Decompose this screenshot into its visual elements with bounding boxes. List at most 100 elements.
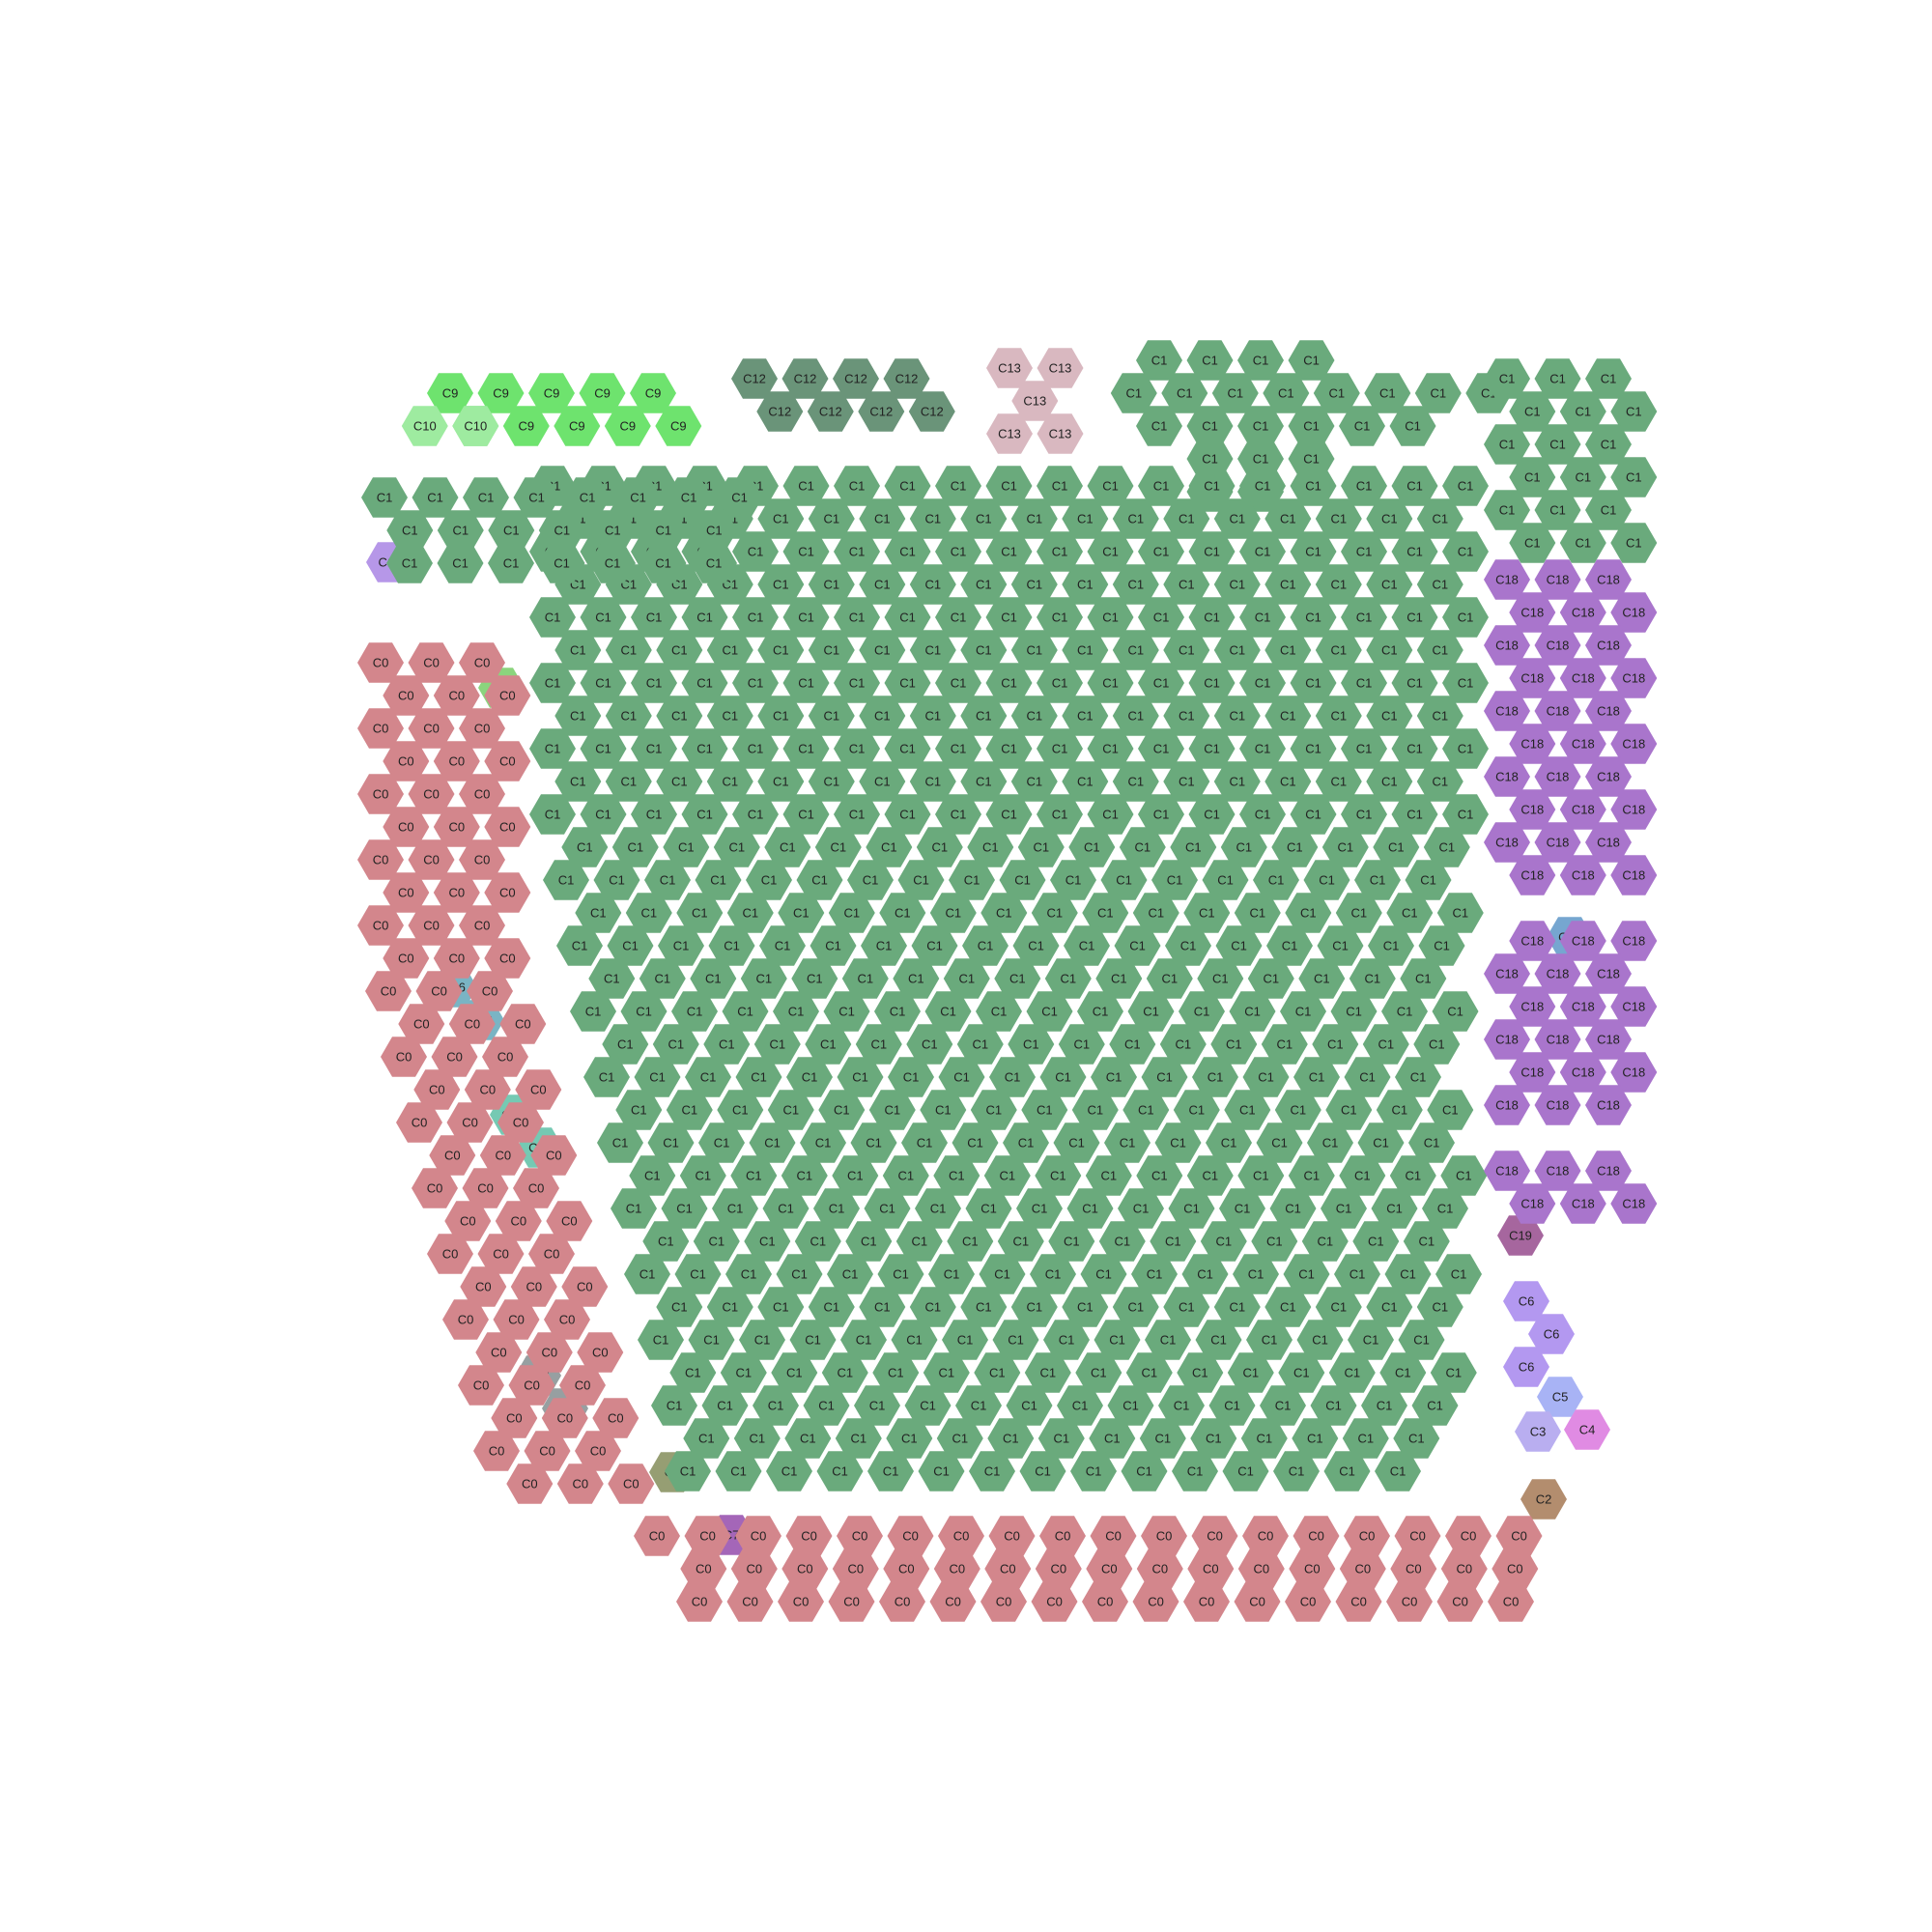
spot-label: C18 xyxy=(1572,1065,1595,1080)
spot-hexagon xyxy=(1222,1451,1269,1492)
spot-hexagon xyxy=(1528,1314,1575,1354)
spot-hexagon xyxy=(866,827,913,867)
spot-hexagon xyxy=(1509,1183,1556,1224)
spot-label: C2 xyxy=(1536,1492,1552,1507)
spot-hexagon xyxy=(782,663,830,703)
spot-label: C1 xyxy=(1127,512,1144,526)
spot-hexagon xyxy=(1271,827,1319,867)
spot-hexagon xyxy=(740,958,787,999)
spot-label: C0 xyxy=(495,1149,511,1163)
spot-hexagon xyxy=(764,827,811,867)
spot-label: C1 xyxy=(879,1202,895,1216)
spot-label: C1 xyxy=(903,1070,920,1085)
spot-hexagon xyxy=(986,413,1033,454)
spot-label: C1 xyxy=(1253,1169,1269,1183)
spot-label: C1 xyxy=(1405,1169,1421,1183)
spot-hexagon xyxy=(1085,1155,1132,1196)
spot-label: C18 xyxy=(1622,1000,1645,1014)
spot-hexagon xyxy=(992,1320,1039,1360)
spot-label: C1 xyxy=(1179,709,1195,724)
spot-hexagon xyxy=(1423,827,1470,867)
spot-hexagon xyxy=(784,1418,832,1459)
spot-hexagon xyxy=(1515,1411,1561,1452)
spot-hexagon xyxy=(1391,531,1438,572)
spot-label: C0 xyxy=(474,919,491,933)
spot-hexagon xyxy=(639,510,687,551)
spot-hexagon xyxy=(1509,658,1556,698)
spot-hexagon xyxy=(1559,523,1606,563)
spot-hexagon xyxy=(529,728,576,769)
spot-label: C1 xyxy=(1314,972,1330,986)
spot-label: C18 xyxy=(1495,836,1519,850)
spot-hexagon xyxy=(969,1451,1015,1492)
spot-hexagon xyxy=(467,971,513,1011)
spot-label: C0 xyxy=(448,689,465,703)
spot-label: C1 xyxy=(585,1005,602,1019)
spot-hexagon xyxy=(1173,1090,1220,1130)
spot-hexagon xyxy=(1011,381,1059,421)
spot-label: C1 xyxy=(1153,479,1170,494)
spot-hexagon xyxy=(840,1320,887,1360)
spot-label: C1 xyxy=(1045,1267,1062,1282)
spot-hexagon xyxy=(437,543,484,583)
spot-hexagon xyxy=(1354,860,1401,900)
spot-hexagon xyxy=(929,893,977,933)
spot-label: C1 xyxy=(798,479,814,494)
spot-hexagon xyxy=(1391,466,1438,506)
spot-hexagon xyxy=(431,1037,478,1077)
spot-hexagon xyxy=(459,774,505,814)
spot-hexagon xyxy=(1484,756,1530,797)
spot-hexagon xyxy=(713,827,760,867)
spot-label: C1 xyxy=(1077,512,1094,526)
spot-hexagon xyxy=(1520,1479,1567,1520)
spot-hexagon xyxy=(1177,1352,1224,1393)
spot-hexagon xyxy=(782,728,830,769)
spot-label: C18 xyxy=(1520,671,1544,686)
spot-label: C1 xyxy=(924,643,941,658)
spot-label: C1 xyxy=(630,491,646,505)
spot-label: C1 xyxy=(1102,611,1119,625)
spot-hexagon xyxy=(985,597,1033,638)
spot-hexagon xyxy=(874,991,921,1032)
spot-label: C1 xyxy=(1095,1267,1112,1282)
spot-hexagon xyxy=(868,1090,916,1130)
spot-hexagon xyxy=(1534,1085,1581,1125)
spot-label: C19 xyxy=(1509,1229,1532,1243)
spot-label: C1 xyxy=(1266,1235,1283,1249)
spot-hexagon xyxy=(1321,827,1369,867)
spot-hexagon xyxy=(442,1299,489,1340)
spot-hexagon xyxy=(833,358,879,399)
spot-label: C1 xyxy=(1432,775,1448,789)
spot-hexagon xyxy=(1062,498,1109,539)
spot-label: C1 xyxy=(1003,1432,1019,1446)
spot-hexagon xyxy=(1066,1188,1114,1229)
spot-label: C0 xyxy=(953,1529,970,1544)
spot-hexagon xyxy=(1315,630,1362,670)
spot-label: C1 xyxy=(609,873,625,888)
spot-label: C1 xyxy=(572,939,588,953)
spot-label: C1 xyxy=(1499,503,1516,518)
spot-hexagon xyxy=(1136,406,1182,446)
spot-hexagon xyxy=(859,761,906,802)
spot-label: C0 xyxy=(373,919,389,933)
spot-label: C1 xyxy=(849,611,866,625)
spot-label: C1 xyxy=(1033,840,1049,855)
spot-label: C1 xyxy=(1285,1202,1301,1216)
spot-hexagon xyxy=(759,925,806,966)
spot-label: C0 xyxy=(1253,1562,1269,1577)
spot-label: C1 xyxy=(1082,1202,1098,1216)
spot-hexagon xyxy=(1610,391,1658,432)
spot-label: C0 xyxy=(477,1181,494,1196)
spot-label: C1 xyxy=(1626,470,1642,485)
spot-hexagon xyxy=(484,675,531,716)
spot-hexagon xyxy=(706,696,753,736)
spot-hexagon xyxy=(985,663,1033,703)
spot-hexagon xyxy=(1534,559,1581,600)
spot-hexagon xyxy=(859,1287,906,1327)
spot-label: C1 xyxy=(1127,1300,1144,1315)
spot-hexagon xyxy=(459,839,505,880)
spot-label: C1 xyxy=(706,524,723,538)
spot-label: C1 xyxy=(1282,939,1298,953)
spot-label: C1 xyxy=(951,676,967,691)
spot-label: C1 xyxy=(967,1136,983,1151)
